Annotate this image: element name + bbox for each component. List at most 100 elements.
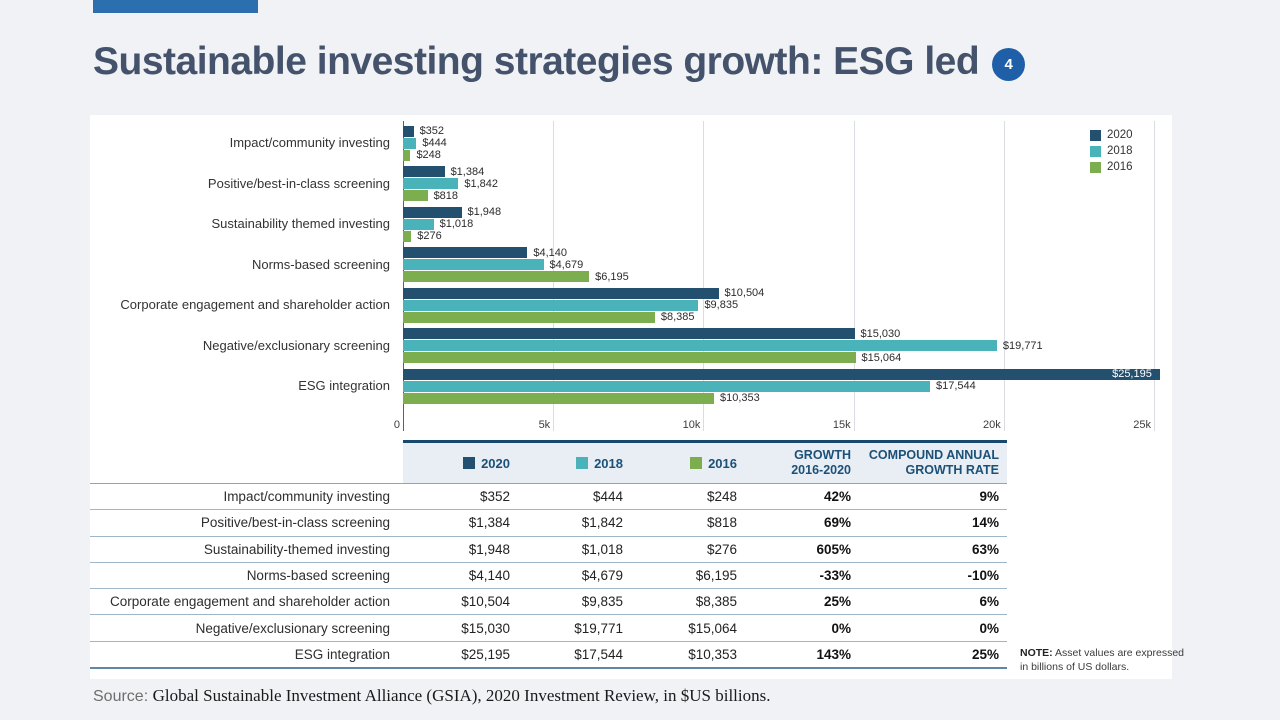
- note-text: Asset values are expressed in billions o…: [1020, 647, 1184, 674]
- bar-line: $8,385: [403, 311, 1154, 323]
- source-label: Source:: [93, 688, 153, 705]
- bar-group: Positive/best-in-class screening $1,384 $1…: [90, 164, 1172, 205]
- bar-line: $9,835: [403, 299, 1154, 312]
- table-header-2018: 2018: [518, 440, 631, 484]
- bar-value-label: $276: [417, 230, 442, 243]
- chart-legend: 2020 2018 2016: [1090, 129, 1133, 173]
- bar-line: $4,140: [403, 247, 1154, 259]
- bar-2020: [403, 287, 719, 299]
- table-cell: $17,544: [518, 641, 631, 669]
- bars-container: $1,948 $1,018 $276: [403, 206, 1154, 243]
- bar-2016: [403, 271, 590, 283]
- bar-value-label: $352: [419, 125, 445, 138]
- data-table: 2020 2018 2016 GROWTH 2016-2020 COMPOUND…: [90, 440, 1007, 669]
- bar-2018: [403, 340, 997, 352]
- page-title: Sustainable investing strategies growth:…: [93, 40, 1026, 84]
- bar-2018: [403, 259, 544, 271]
- axis-tick-label: 5k: [538, 419, 551, 431]
- bar-2018: [403, 299, 699, 311]
- bar-group: Sustainability themed investing $1,948 $1,…: [90, 204, 1172, 245]
- table-cell: 25%: [859, 641, 1007, 669]
- legend-swatch-icon: [1090, 129, 1101, 141]
- table-cell: 143%: [745, 641, 859, 669]
- table-cell: $1,384: [403, 509, 518, 537]
- table-row: Sustainability-themed investing $1,948 $1,…: [90, 536, 1007, 563]
- table-cell: 69%: [745, 509, 859, 537]
- table-row: Positive/best-in-class screening $1,384 $1…: [90, 509, 1007, 537]
- table-cell: ESG integration: [90, 641, 403, 669]
- legend-item-2020: 2020: [1090, 129, 1133, 141]
- bar-line: $1,842: [403, 178, 1154, 190]
- bar-value-label: $6,195: [595, 270, 629, 283]
- table-cell: 14%: [859, 509, 1007, 537]
- legend-item-2018: 2018: [1090, 145, 1133, 157]
- axis-tick-label: 10k: [682, 419, 701, 431]
- bar-line: $352: [403, 125, 1154, 138]
- gridline: [853, 121, 855, 431]
- bar-value-label: $248: [416, 149, 441, 162]
- bars-container: $25,195 $17,544 $10,353: [403, 368, 1160, 405]
- bar-groups: Impact/community investing $352 $444 $248 Po…: [90, 123, 1172, 407]
- table-cell: Norms-based screening: [90, 562, 403, 590]
- legend-item-2016: 2016: [1090, 161, 1133, 173]
- table-cell: $352: [403, 483, 518, 511]
- bar-2018: [403, 218, 434, 230]
- table-cell: $4,140: [403, 562, 518, 590]
- gridline: [1154, 121, 1155, 431]
- bar-value-label: $25,195: [1112, 368, 1152, 381]
- bar-line: $15,064: [403, 352, 1154, 364]
- category-label: ESG integration: [298, 378, 390, 394]
- legend-swatch-icon: [1090, 161, 1101, 173]
- bar-group: Norms-based screening $4,140 $4,679 $6,195: [90, 245, 1172, 286]
- table-cell: $25,195: [403, 641, 518, 669]
- table-cell: Negative/exclusionary screening: [90, 614, 403, 642]
- bar-line: $1,948: [403, 206, 1154, 219]
- table-cell: 42%: [745, 483, 859, 511]
- bar-2020: [403, 368, 1160, 380]
- figure-panel: 0 5k 10k 15k 20k 25k Impact/community investi…: [90, 115, 1184, 679]
- legend-swatch-icon: [1090, 145, 1101, 157]
- table-row: Negative/exclusionary screening $15,030 $1…: [90, 614, 1007, 642]
- bar-line: $6,195: [403, 270, 1154, 283]
- bar-line: $17,544: [403, 380, 1154, 392]
- bar-value-label: $15,030: [860, 327, 901, 340]
- bar-value-label: $9,835: [704, 299, 739, 312]
- table-cell: $1,948: [403, 536, 518, 563]
- table-cell: $15,064: [631, 614, 745, 642]
- bar-line: $1,384: [403, 166, 1154, 178]
- source-line: Source: Global Sustainable Investment Al…: [93, 686, 771, 706]
- table-body: Impact/community investing $352 $444 $248 42…: [90, 483, 1007, 669]
- source-text: Global Sustainable Investment Alliance (…: [152, 686, 771, 705]
- table-cell: $10,504: [403, 588, 518, 616]
- bar-line: $4,679: [403, 259, 1154, 271]
- table-cell: $8,385: [631, 588, 745, 616]
- bar-value-label: $19,771: [1002, 339, 1043, 352]
- table-cell: 605%: [745, 536, 859, 563]
- bars-container: $352 $444 $248: [403, 125, 1154, 162]
- axis-tick-label: 0: [393, 419, 400, 431]
- table-cell: Impact/community investing: [90, 483, 403, 511]
- table-cell: -33%: [745, 562, 859, 590]
- page-number-badge: 4: [992, 47, 1026, 81]
- gridline: [703, 121, 705, 431]
- table-cell: $19,771: [518, 614, 631, 642]
- table-cell: $444: [518, 483, 631, 511]
- page-title-text: Sustainable investing strategies growth:…: [93, 40, 980, 83]
- table-header-cagr: COMPOUND ANNUAL GROWTH RATE: [859, 440, 1007, 484]
- category-label: Corporate engagement and shareholder act…: [120, 297, 390, 313]
- bar-2018: [403, 380, 931, 392]
- axis-tick-label: 25k: [1133, 419, 1151, 431]
- table-cell: $4,679: [518, 562, 631, 590]
- table-cell: 6%: [859, 588, 1007, 616]
- table-cell: $15,030: [403, 614, 518, 642]
- table-row: Norms-based screening $4,140 $4,679 $6,195-…: [90, 562, 1007, 590]
- bar-2016: [403, 190, 428, 202]
- bar-value-label: $1,948: [467, 206, 502, 219]
- bar-chart: 0 5k 10k 15k 20k 25k Impact/community investi…: [90, 121, 1172, 439]
- bar-value-label: $1,018: [439, 218, 474, 231]
- bar-value-label: $10,353: [720, 392, 760, 405]
- category-label: Negative/exclusionary screening: [202, 337, 390, 353]
- bar-group: ESG integration $25,195 $17,544 $10,353: [90, 366, 1172, 407]
- bar-value-label: $444: [422, 137, 447, 150]
